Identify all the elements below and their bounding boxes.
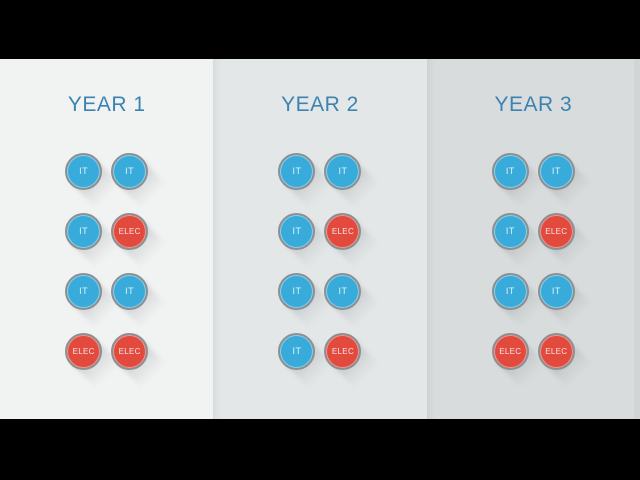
seat-circle: IT — [278, 213, 316, 250]
seat-circle: IT — [65, 273, 103, 310]
seat-circle: IT — [491, 273, 529, 310]
seat-circle: IT — [491, 213, 529, 250]
year-title: YEAR 2 — [281, 93, 359, 116]
seat-label: IT — [505, 226, 515, 236]
seat-label: ELEC — [545, 226, 568, 236]
seat-label: IT — [551, 286, 561, 296]
seat-label: IT — [505, 166, 515, 176]
seat-label: IT — [125, 166, 135, 176]
year-column: YEAR 1 IT IT IT ELEC IT IT ELEC ELEC — [0, 59, 214, 419]
seat-circle: IT — [278, 333, 316, 370]
seat-circle: IT — [324, 153, 362, 190]
seat-circle: IT — [65, 153, 103, 190]
seat-label: IT — [505, 286, 515, 296]
seat-grid: IT IT IT ELEC IT IT ELEC ELEC — [0, 153, 213, 370]
seat-label: IT — [79, 166, 89, 176]
seat-circle: IT — [278, 153, 316, 190]
seat-circle: IT — [537, 273, 575, 310]
seat-label: IT — [551, 166, 561, 176]
seat-circle: ELEC — [324, 213, 362, 250]
seat-label: ELEC — [545, 346, 568, 356]
seat-label: ELEC — [118, 346, 141, 356]
letterbox-bottom — [0, 419, 640, 480]
seat-label: IT — [125, 286, 135, 296]
year-title: YEAR 1 — [67, 93, 146, 116]
seat-label: ELEC — [118, 226, 141, 236]
seat-circle: IT — [278, 273, 316, 310]
stage-right-edge — [634, 59, 640, 419]
year-column: YEAR 3 IT IT IT ELEC IT IT ELEC ELEC — [426, 59, 640, 419]
seat-circle: ELEC — [111, 333, 149, 370]
seat-label: IT — [292, 286, 302, 296]
year-column: YEAR 2 IT IT IT ELEC IT IT IT ELEC — [213, 59, 427, 419]
seat-circle: IT — [111, 273, 149, 310]
seat-label: ELEC — [331, 226, 355, 236]
seat-label: IT — [338, 286, 348, 296]
seat-circle: IT — [491, 153, 529, 190]
seat-circle: ELEC — [324, 333, 362, 370]
seat-label: ELEC — [331, 346, 355, 356]
seat-circle: IT — [65, 213, 103, 250]
seat-label: IT — [292, 166, 302, 176]
seat-grid: IT IT IT ELEC IT IT ELEC ELEC — [427, 153, 640, 370]
year-title: YEAR 3 — [494, 93, 573, 116]
seat-circle: IT — [537, 153, 575, 190]
seat-circle: ELEC — [111, 213, 149, 250]
seat-label: ELEC — [499, 346, 522, 356]
slide-stage: YEAR 1 IT IT IT ELEC IT IT ELEC ELEC YEA… — [0, 59, 640, 419]
seat-label: IT — [338, 166, 348, 176]
seat-label: IT — [79, 226, 89, 236]
seat-label: ELEC — [72, 346, 95, 356]
seat-circle: ELEC — [65, 333, 103, 370]
letterbox-top — [0, 0, 640, 59]
seat-circle: ELEC — [537, 213, 575, 250]
seat-grid: IT IT IT ELEC IT IT IT ELEC — [213, 153, 426, 370]
seat-circle: ELEC — [537, 333, 575, 370]
seat-circle: IT — [111, 153, 149, 190]
seat-circle: ELEC — [491, 333, 529, 370]
seat-label: IT — [292, 226, 302, 236]
seat-circle: IT — [324, 273, 362, 310]
seat-label: IT — [292, 346, 302, 356]
seat-label: IT — [79, 286, 89, 296]
